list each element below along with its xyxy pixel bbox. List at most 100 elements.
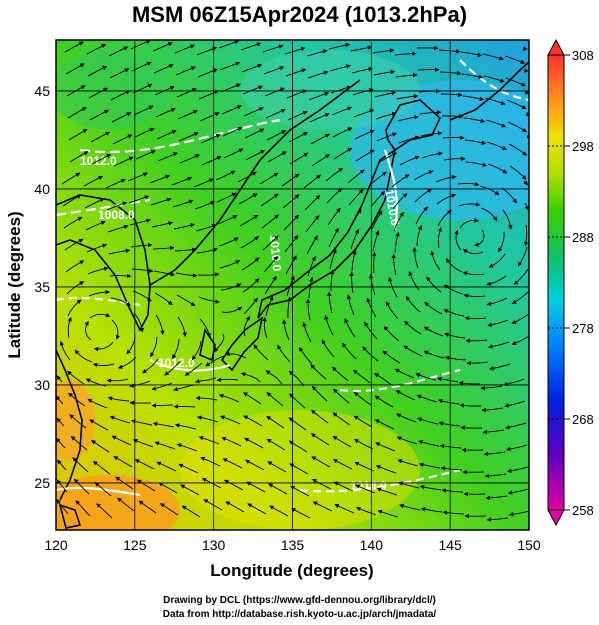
streamline (488, 341, 510, 349)
chart-title: MSM 06Z15Apr2024 (1013.2hPa) (131, 2, 468, 27)
colorbar-label: 268 (572, 412, 594, 427)
streamline (253, 344, 269, 361)
streamline (285, 255, 297, 275)
streamline (463, 248, 484, 255)
streamline (154, 441, 176, 450)
streamline (436, 193, 457, 205)
streamline (440, 466, 463, 471)
streamline (266, 415, 285, 429)
streamline (175, 66, 196, 76)
streamline (199, 318, 212, 338)
streamline (93, 341, 114, 352)
streamline (173, 384, 195, 392)
streamline (374, 90, 397, 98)
streamline (179, 154, 200, 164)
streamline (441, 92, 463, 98)
colorbar-label: 288 (572, 230, 594, 245)
streamline (399, 503, 421, 511)
streamline (277, 344, 291, 363)
streamline (375, 465, 397, 474)
streamline (351, 249, 357, 272)
streamline (264, 275, 277, 295)
streamline (486, 141, 507, 151)
streamline (223, 148, 244, 159)
streamline (197, 272, 220, 277)
streamline (151, 221, 174, 228)
streamline (220, 283, 242, 291)
streamline (65, 63, 85, 75)
streamline (394, 368, 415, 379)
streamline (200, 456, 221, 467)
streamline (331, 106, 353, 116)
streamline (523, 224, 529, 247)
streamline (289, 152, 309, 165)
streamline (355, 506, 377, 516)
y-tick-label: 25 (34, 475, 50, 491)
streamline (216, 377, 239, 382)
streamline (281, 173, 300, 187)
streamline (159, 503, 179, 516)
streamline (437, 226, 442, 249)
streamline (371, 210, 383, 230)
streamline (243, 415, 263, 427)
streamline (199, 112, 220, 122)
streamline (283, 214, 300, 231)
streamline (213, 333, 225, 353)
streamline (501, 187, 517, 204)
streamline (260, 193, 279, 207)
streamline (69, 414, 87, 429)
isobar-1014-taiwan (56, 486, 141, 497)
streamline (106, 378, 129, 383)
streamline (198, 90, 219, 100)
streamline (61, 172, 81, 185)
streamline (483, 75, 505, 83)
streamline (393, 211, 404, 232)
colorbar-label: 278 (572, 321, 594, 336)
isobar-1014-south (299, 468, 461, 493)
streamline (309, 113, 330, 123)
streamline (441, 488, 464, 493)
streamline (362, 346, 379, 362)
streamline (480, 385, 503, 391)
streamline (474, 229, 485, 247)
streamline (245, 459, 265, 471)
streamline (131, 268, 154, 273)
streamline (262, 316, 268, 339)
streamline (413, 170, 434, 181)
streamline (259, 172, 279, 185)
streamline (332, 435, 352, 448)
streamline (507, 488, 529, 495)
streamline (364, 321, 378, 340)
streamline (151, 382, 173, 391)
streamline (67, 299, 82, 317)
streamline (69, 151, 89, 163)
streamline (352, 88, 374, 96)
streamline (237, 171, 257, 183)
streamline (486, 275, 507, 286)
streamline (506, 99, 527, 109)
streamline (333, 481, 354, 492)
streamline (511, 335, 529, 345)
streamline (86, 243, 108, 253)
drawing-credit: Drawing by DCL (https://www.gfd-dennou.o… (163, 595, 436, 606)
streamline (397, 458, 419, 467)
streamline (299, 346, 313, 365)
contour-label: 1008.0 (98, 208, 135, 222)
streamline (241, 257, 260, 271)
streamline (398, 481, 420, 489)
kuril-coast (449, 61, 529, 121)
streamline (132, 83, 153, 94)
streamline (462, 271, 485, 276)
streamline (394, 51, 417, 56)
streamline (355, 484, 376, 494)
streamline (353, 391, 372, 406)
streamline (508, 510, 529, 517)
streamline (266, 130, 287, 141)
streamline (399, 155, 420, 166)
streamline (353, 369, 371, 384)
streamline (350, 45, 373, 52)
streamline (89, 419, 109, 431)
streamline (329, 248, 337, 270)
data-credit: Data from http://database.rish.kyoto-u.a… (162, 609, 437, 620)
streamline (289, 463, 309, 475)
